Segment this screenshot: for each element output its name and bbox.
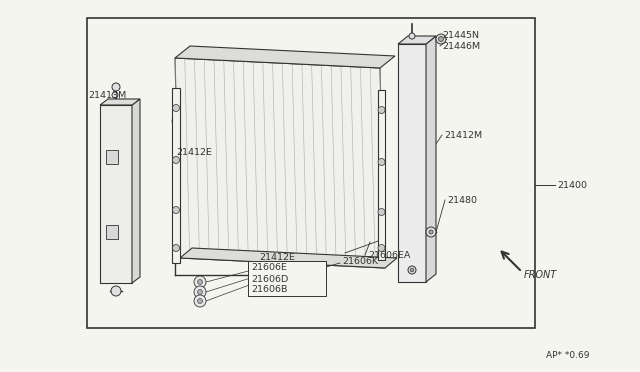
- Bar: [172, 88, 180, 263]
- Circle shape: [173, 206, 179, 214]
- Circle shape: [378, 244, 385, 251]
- Circle shape: [111, 286, 121, 296]
- Circle shape: [438, 36, 444, 42]
- Bar: [398, 44, 426, 282]
- Text: FRONT: FRONT: [524, 270, 557, 280]
- Circle shape: [112, 83, 120, 91]
- Circle shape: [378, 106, 385, 113]
- Circle shape: [112, 92, 118, 98]
- Polygon shape: [426, 36, 436, 282]
- Bar: [100, 105, 132, 283]
- Polygon shape: [180, 248, 397, 268]
- Polygon shape: [398, 36, 436, 44]
- Circle shape: [194, 286, 206, 298]
- Circle shape: [410, 268, 414, 272]
- Text: 21445N: 21445N: [442, 31, 479, 39]
- Text: 21400: 21400: [557, 180, 587, 189]
- Circle shape: [173, 105, 179, 112]
- Text: 21412M: 21412M: [444, 131, 482, 140]
- Circle shape: [194, 295, 206, 307]
- Text: AP* *0.69: AP* *0.69: [547, 350, 590, 359]
- Text: 21606B: 21606B: [251, 285, 287, 295]
- Circle shape: [173, 157, 179, 164]
- Bar: [248, 261, 326, 296]
- Circle shape: [198, 289, 202, 295]
- Circle shape: [436, 34, 446, 44]
- Circle shape: [378, 208, 385, 215]
- Polygon shape: [175, 46, 395, 68]
- Circle shape: [194, 276, 206, 288]
- Text: 21412E: 21412E: [259, 253, 295, 262]
- Text: 21412E: 21412E: [176, 148, 212, 157]
- Circle shape: [409, 33, 415, 39]
- Text: 21446M: 21446M: [442, 42, 480, 51]
- Circle shape: [198, 298, 202, 304]
- Bar: [87, 18, 535, 328]
- Text: 21606K: 21606K: [342, 257, 378, 266]
- Bar: [106, 225, 118, 239]
- Polygon shape: [100, 99, 140, 105]
- Bar: [106, 150, 118, 164]
- Circle shape: [378, 158, 385, 166]
- Text: 21606D: 21606D: [251, 275, 288, 283]
- Circle shape: [429, 230, 433, 234]
- Circle shape: [426, 227, 436, 237]
- Text: 21413M: 21413M: [88, 90, 126, 99]
- Circle shape: [408, 266, 416, 274]
- Text: 21606E: 21606E: [251, 263, 287, 272]
- Text: 21480: 21480: [447, 196, 477, 205]
- Polygon shape: [175, 58, 385, 268]
- Circle shape: [173, 244, 179, 251]
- Text: 21606EA: 21606EA: [368, 251, 410, 260]
- Circle shape: [198, 279, 202, 285]
- Bar: [378, 90, 385, 260]
- Polygon shape: [132, 99, 140, 283]
